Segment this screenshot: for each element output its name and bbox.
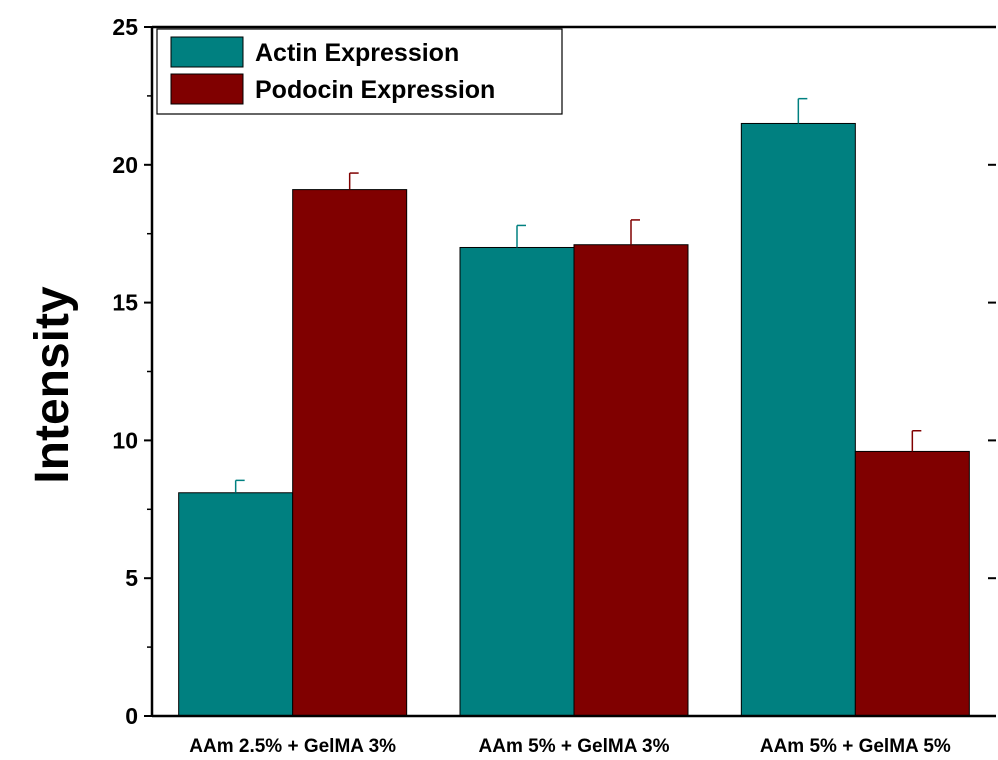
- x-tick-label: AAm 5% + GelMA 3%: [479, 736, 670, 757]
- legend-swatch: [170, 36, 244, 68]
- y-tick-label: 10: [112, 427, 138, 453]
- y-tick-labels: 0 5 10 15 20 25: [112, 14, 138, 729]
- legend: Actin Expression Podocin Expression: [156, 28, 563, 115]
- x-tick-label: AAm 2.5% + GelMA 3%: [189, 736, 396, 757]
- legend-label: Podocin Expression: [255, 76, 495, 104]
- x-tick-labels: AAm 2.5% + GelMA 3% AAm 5% + GelMA 3% AAm …: [189, 736, 951, 757]
- y-tick-label: 25: [112, 14, 138, 40]
- y-axis-label: Intensity: [26, 286, 79, 484]
- bars-group: [178, 122, 970, 717]
- error-bars-group: [234, 97, 922, 493]
- x-tick-label: AAm 5% + GelMA 5%: [760, 736, 951, 757]
- y-tick-label: 5: [125, 565, 138, 591]
- bar: [292, 189, 408, 717]
- bar: [854, 450, 970, 717]
- bar: [740, 122, 856, 717]
- legend-swatch: [170, 73, 244, 105]
- y-tick-label: 15: [112, 290, 138, 316]
- y-tick-label: 0: [125, 703, 138, 729]
- bar: [459, 246, 575, 717]
- axes-group: [144, 25, 996, 718]
- bar: [178, 492, 294, 717]
- y-tick-label: 20: [112, 152, 138, 178]
- legend-label: Actin Expression: [255, 39, 459, 67]
- bar: [573, 244, 689, 717]
